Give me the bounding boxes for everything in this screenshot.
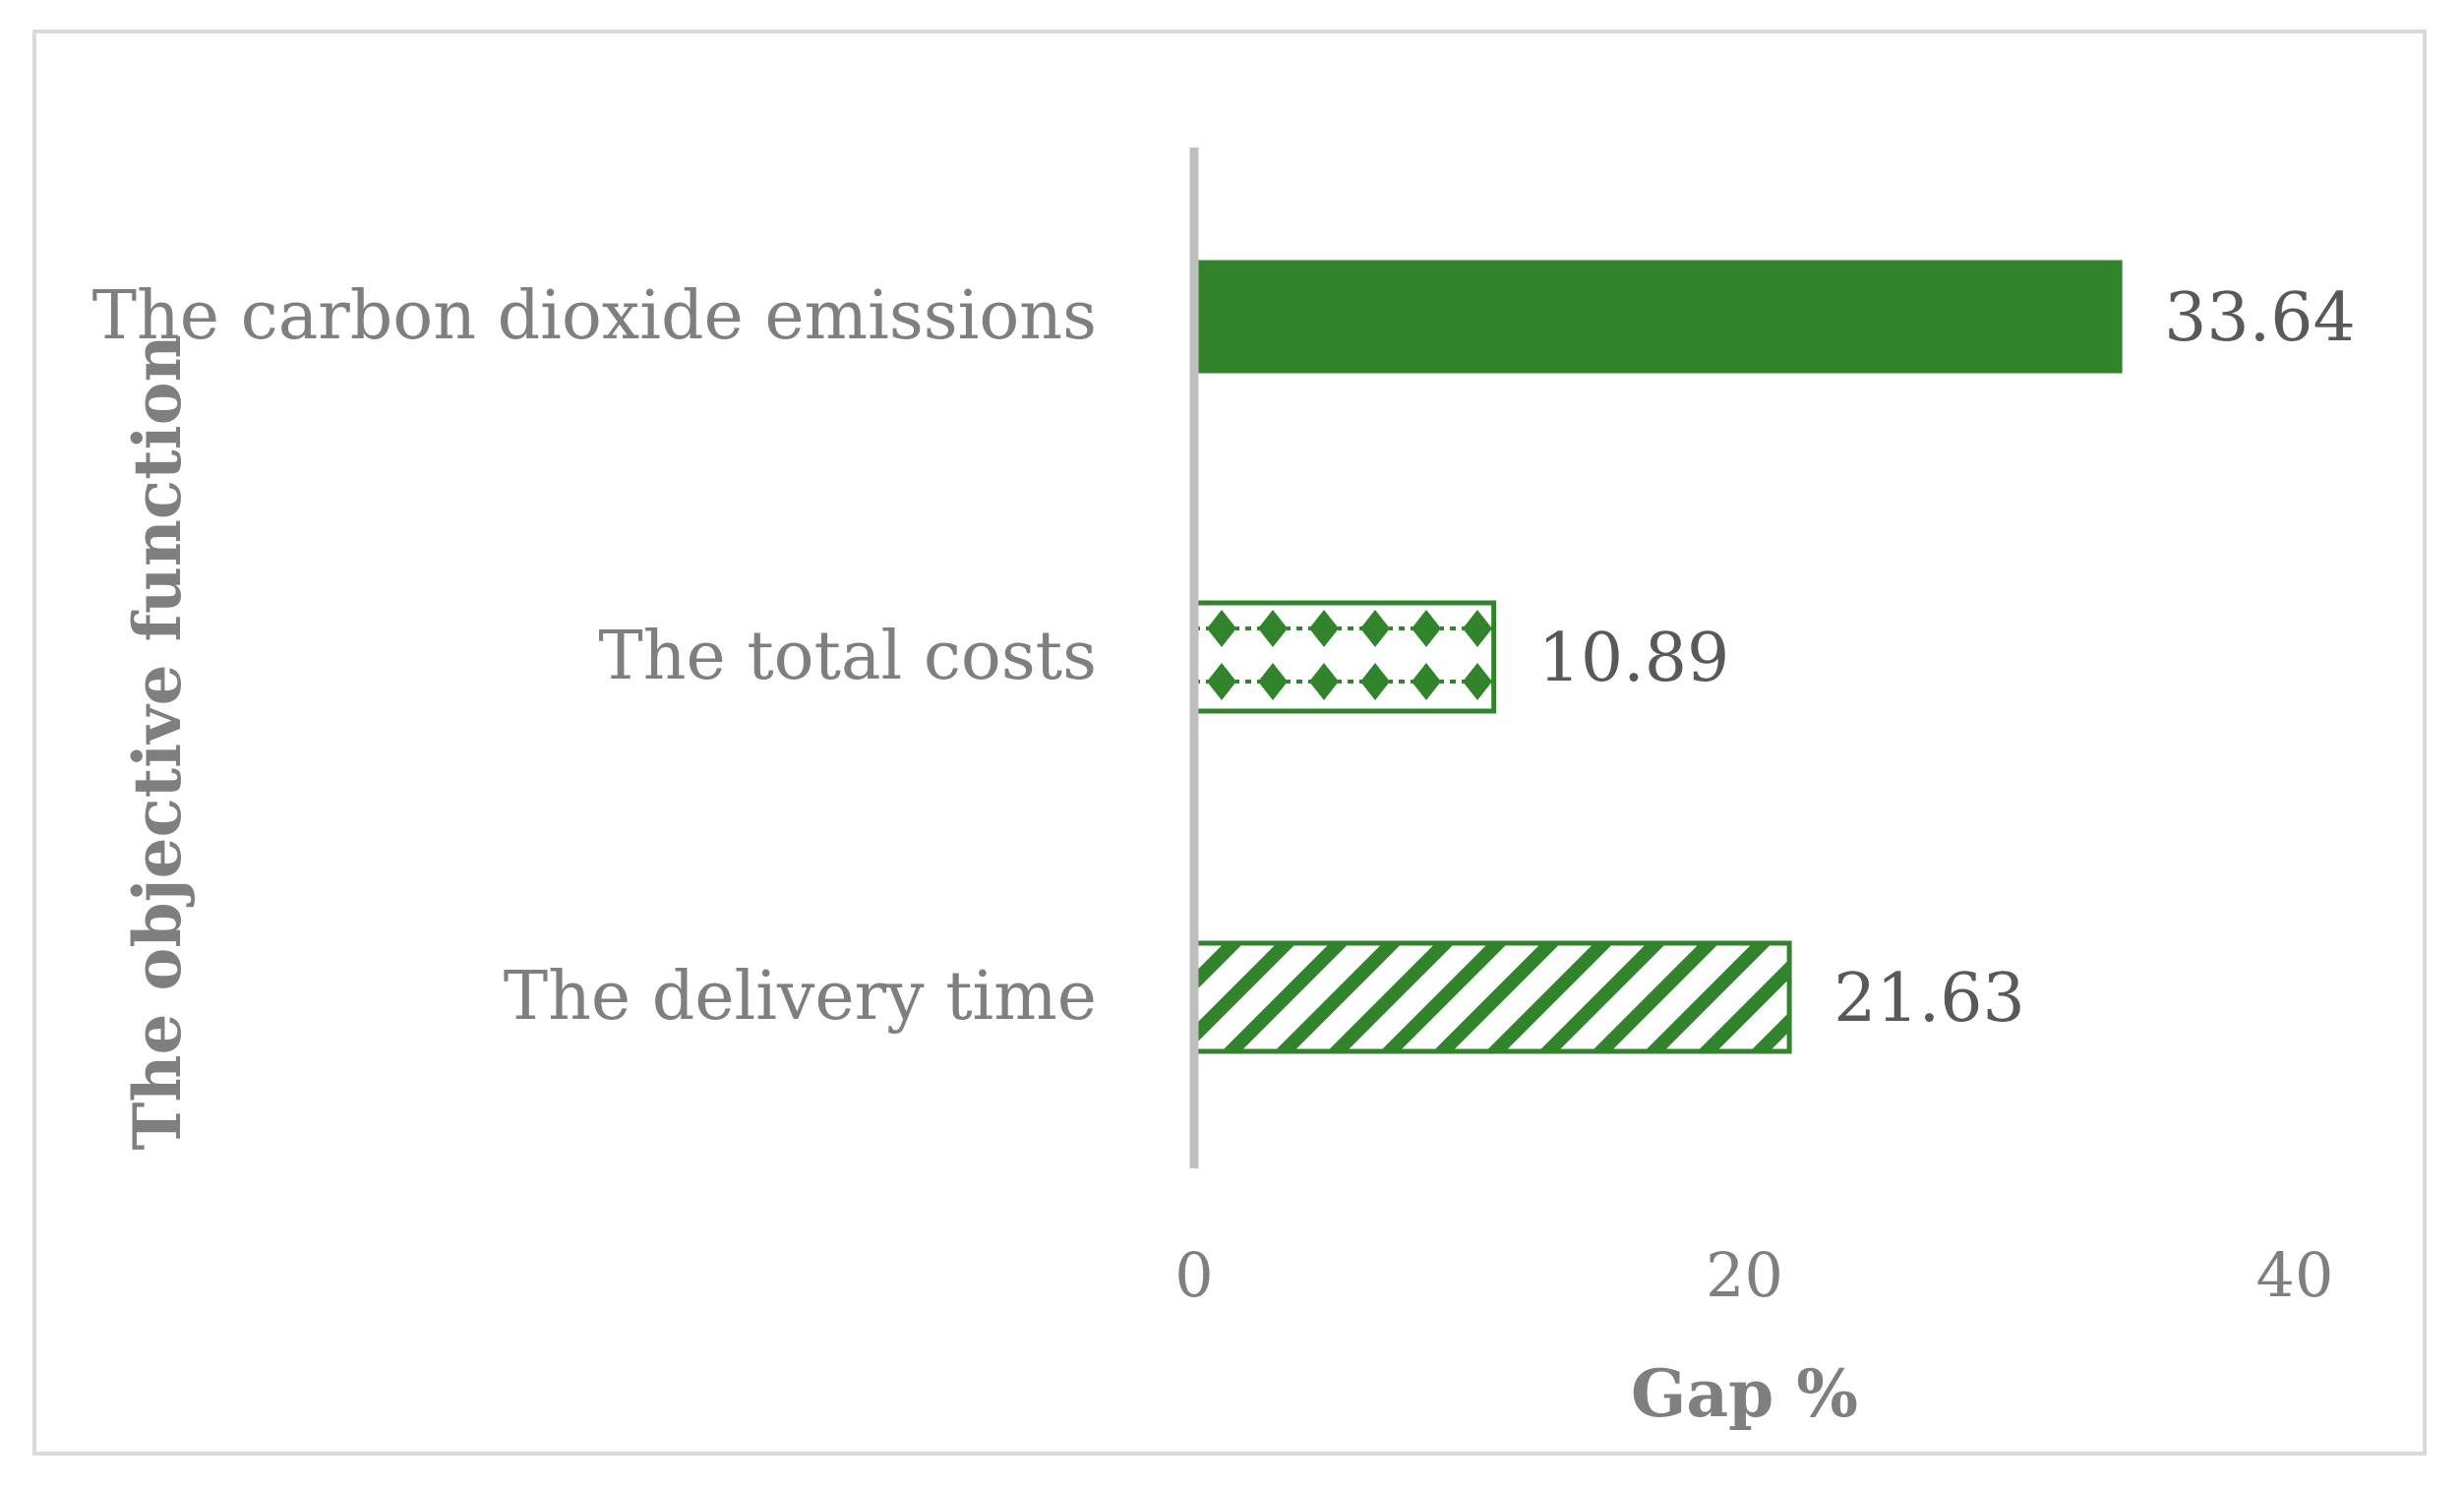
data-label: 10.89 bbox=[1538, 620, 1730, 697]
category-label: The total costs bbox=[598, 618, 1097, 695]
data-label: 33.64 bbox=[2164, 279, 2356, 357]
bar bbox=[1191, 260, 2123, 374]
x-tick-label: 0 bbox=[1174, 1239, 1213, 1311]
x-tick-label: 20 bbox=[1706, 1239, 1783, 1311]
y-axis-title: The objective function bbox=[119, 334, 196, 1150]
bar bbox=[1191, 940, 1792, 1054]
category-label: The delivery time bbox=[504, 958, 1097, 1036]
data-label: 21.63 bbox=[1833, 960, 2025, 1038]
x-axis-title: Gap % bbox=[1631, 1355, 1858, 1432]
category-label: The carbon dioxide emissions bbox=[92, 277, 1097, 355]
x-tick-label: 40 bbox=[2256, 1239, 2334, 1311]
bar bbox=[1191, 600, 1497, 714]
